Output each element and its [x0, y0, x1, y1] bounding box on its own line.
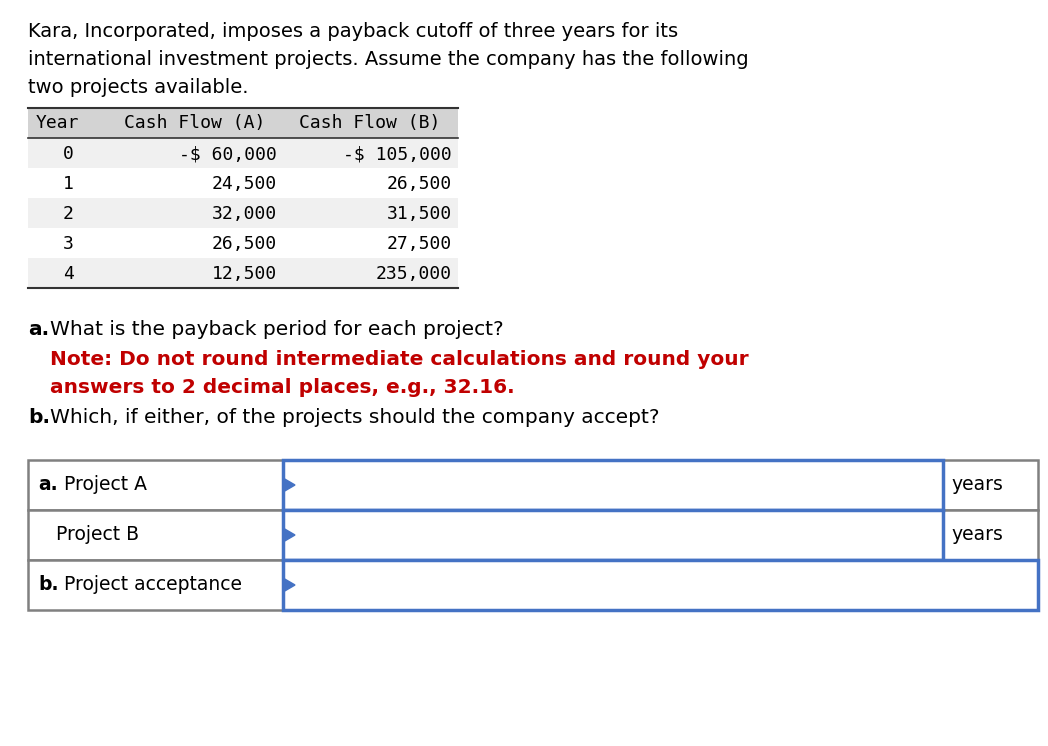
Polygon shape: [283, 528, 294, 542]
Text: Which, if either, of the projects should the company accept?: Which, if either, of the projects should…: [50, 408, 659, 427]
Text: Cash Flow (A): Cash Flow (A): [125, 114, 266, 132]
Text: Project A: Project A: [58, 475, 147, 495]
Text: b.: b.: [38, 575, 59, 595]
Text: 2: 2: [63, 205, 73, 223]
Bar: [28, 198, 458, 228]
Bar: [28, 168, 458, 198]
Text: 12,500: 12,500: [212, 265, 277, 283]
Text: 1: 1: [63, 175, 73, 193]
Bar: [28, 258, 458, 288]
Text: Note: Do not round intermediate calculations and round your: Note: Do not round intermediate calculat…: [50, 350, 748, 369]
Text: 26,500: 26,500: [387, 175, 452, 193]
Text: 24,500: 24,500: [212, 175, 277, 193]
Text: 31,500: 31,500: [387, 205, 452, 223]
Bar: [28, 108, 458, 138]
Text: Kara, Incorporated, imposes a payback cutoff of three years for its: Kara, Incorporated, imposes a payback cu…: [28, 22, 678, 41]
Text: years: years: [951, 475, 1003, 495]
Polygon shape: [283, 578, 294, 592]
Bar: [28, 460, 1038, 510]
Text: 235,000: 235,000: [376, 265, 452, 283]
Polygon shape: [283, 478, 294, 492]
Text: 32,000: 32,000: [212, 205, 277, 223]
Bar: [283, 460, 943, 510]
Bar: [28, 560, 1038, 610]
Text: 26,500: 26,500: [212, 235, 277, 253]
Text: 27,500: 27,500: [387, 235, 452, 253]
Text: b.: b.: [28, 408, 50, 427]
Bar: [28, 510, 1038, 560]
Text: a.: a.: [28, 320, 49, 339]
Text: Project acceptance: Project acceptance: [58, 575, 242, 595]
Text: -$ 60,000: -$ 60,000: [179, 145, 277, 163]
Text: answers to 2 decimal places, e.g., 32.16.: answers to 2 decimal places, e.g., 32.16…: [50, 378, 515, 397]
Text: 3: 3: [63, 235, 73, 253]
Text: What is the payback period for each project?: What is the payback period for each proj…: [50, 320, 504, 339]
Text: Cash Flow (B): Cash Flow (B): [300, 114, 441, 132]
Text: a.: a.: [38, 475, 58, 495]
Text: international investment projects. Assume the company has the following: international investment projects. Assum…: [28, 50, 748, 69]
Bar: [283, 560, 1038, 610]
Text: Project B: Project B: [38, 525, 139, 545]
Bar: [28, 138, 458, 168]
Text: 4: 4: [63, 265, 73, 283]
Text: years: years: [951, 525, 1003, 545]
Text: 0: 0: [63, 145, 73, 163]
Text: Year: Year: [36, 114, 80, 132]
Bar: [28, 228, 458, 258]
Text: two projects available.: two projects available.: [28, 78, 248, 97]
Bar: [283, 510, 943, 560]
Text: -$ 105,000: -$ 105,000: [344, 145, 452, 163]
